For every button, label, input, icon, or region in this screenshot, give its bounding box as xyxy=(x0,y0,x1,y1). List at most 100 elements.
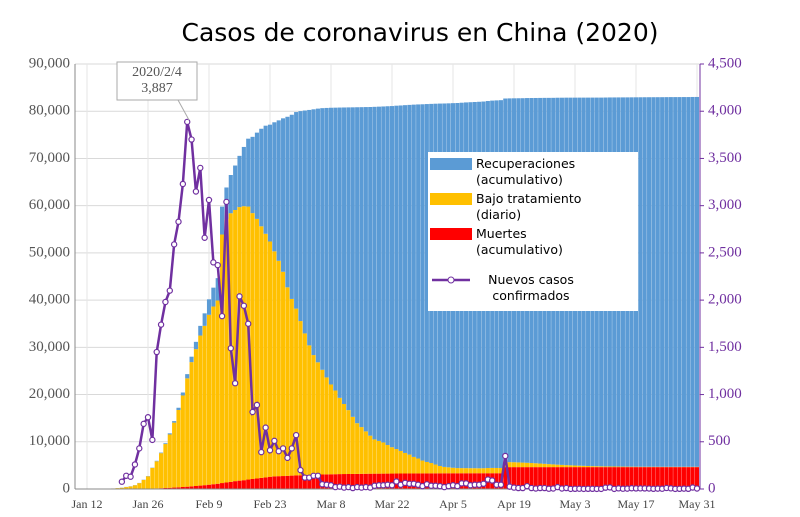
bar-segment xyxy=(167,434,172,488)
bar-segment xyxy=(154,461,159,489)
bar-segment xyxy=(520,462,525,468)
bar-segment xyxy=(172,487,177,489)
x-tick-label: Feb 9 xyxy=(196,497,223,511)
line-marker xyxy=(245,320,252,327)
bar-segment xyxy=(215,300,220,484)
x-tick-label: Jan 12 xyxy=(72,497,103,511)
bar-segment xyxy=(311,109,316,356)
bar-segment xyxy=(372,473,377,489)
bar-segment xyxy=(298,321,303,476)
line-marker xyxy=(157,321,165,328)
bar-segment xyxy=(294,308,299,476)
bar-segment xyxy=(577,467,582,489)
bar-segment xyxy=(673,97,678,467)
bar-segment xyxy=(302,333,307,476)
line-marker xyxy=(314,472,322,479)
bar-segment xyxy=(442,473,447,489)
line-marker xyxy=(170,241,178,248)
bar-segment xyxy=(603,466,608,468)
bar-segment xyxy=(359,427,364,474)
bar-segment xyxy=(620,467,625,489)
bar-segment xyxy=(420,460,425,474)
bar-segment xyxy=(468,473,473,489)
bar-segment xyxy=(590,467,595,489)
bar-segment xyxy=(485,468,490,474)
bar-segment xyxy=(233,165,238,211)
bar-segment xyxy=(507,462,512,468)
bar-segment xyxy=(281,476,286,489)
bar-segment xyxy=(202,313,207,326)
bar-segment xyxy=(259,128,264,227)
bar-segment xyxy=(620,466,625,468)
line-marker xyxy=(275,448,282,455)
line-marker xyxy=(258,448,265,456)
bar-segment xyxy=(381,442,386,474)
bar-segment xyxy=(311,474,316,489)
bar-segment xyxy=(272,476,277,489)
bar-segment xyxy=(276,120,281,261)
bar-segment xyxy=(241,480,246,489)
bar-segment xyxy=(302,110,307,334)
line-marker xyxy=(271,437,278,445)
bar-segment xyxy=(389,106,395,448)
bar-segment xyxy=(481,468,486,474)
bar-segment xyxy=(511,467,517,489)
x-tick-label: Apr 5 xyxy=(439,497,467,511)
chart-title: Casos de coronavirus en China (2020) xyxy=(182,18,659,47)
bar-segment xyxy=(568,467,573,489)
bar-segment xyxy=(342,107,347,404)
bar-segment xyxy=(172,421,177,423)
bar-segment xyxy=(167,487,172,489)
bar-segment xyxy=(272,122,277,252)
bar-segment xyxy=(529,467,534,489)
bar-segment xyxy=(498,468,503,474)
line-marker xyxy=(140,420,147,428)
bar-segment xyxy=(215,278,220,301)
bar-segment xyxy=(193,341,198,350)
bar-segment xyxy=(259,226,264,478)
bar-segment xyxy=(150,467,155,489)
bar-segment xyxy=(429,463,434,474)
line-marker xyxy=(201,234,208,241)
bar-segment xyxy=(529,463,534,468)
line-marker xyxy=(388,482,396,489)
bar-segment xyxy=(250,136,255,214)
bar-segment xyxy=(193,485,198,489)
bar-segment xyxy=(307,109,312,346)
bar-segment xyxy=(350,416,355,474)
bar-segment xyxy=(228,175,233,214)
bar-segment xyxy=(285,475,290,489)
bar-segment xyxy=(389,473,395,489)
bar-segment xyxy=(616,467,621,489)
bar-segment xyxy=(206,484,212,489)
bar-segment xyxy=(577,465,582,468)
y-tick-label: 0 xyxy=(63,480,71,496)
y2-tick-label: 4,000 xyxy=(708,103,742,119)
bar-segment xyxy=(276,260,281,477)
bar-segment xyxy=(237,155,242,208)
bar-segment xyxy=(189,362,194,487)
bar-segment xyxy=(625,467,630,489)
bar-segment xyxy=(176,407,181,410)
bar-segment xyxy=(668,97,673,467)
y-tick-label: 80,000 xyxy=(29,103,70,119)
bar-segment xyxy=(355,423,360,474)
bar-segment xyxy=(176,487,181,489)
bar-segment xyxy=(437,473,442,489)
bar-segment xyxy=(276,476,281,489)
bar-segment xyxy=(586,467,591,489)
bar-segment xyxy=(381,473,386,489)
bar-segment xyxy=(333,107,338,391)
bar-segment xyxy=(612,467,617,489)
y2-tick-label: 1,000 xyxy=(708,386,742,402)
bar-segment xyxy=(206,299,212,315)
bar-segment xyxy=(185,486,190,489)
bar-segment xyxy=(294,475,299,489)
bar-segment xyxy=(690,467,695,489)
bar-segment xyxy=(407,454,412,474)
bar-segment xyxy=(607,467,612,489)
line-marker xyxy=(240,302,248,309)
line-marker xyxy=(188,136,195,143)
bar-segment xyxy=(294,112,299,309)
bar-segment xyxy=(681,467,686,489)
